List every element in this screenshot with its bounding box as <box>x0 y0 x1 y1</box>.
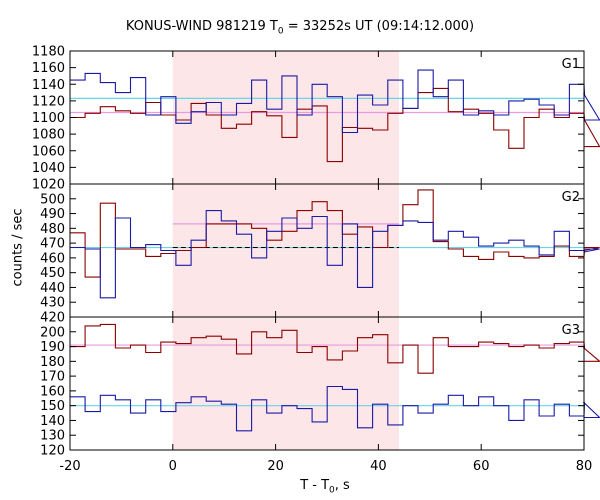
panel-label-G1: G1 <box>562 57 580 72</box>
y-tick-label-G1-1020: 1020 <box>32 178 65 193</box>
y-tick-label-G2-480: 480 <box>40 222 65 237</box>
x-tick-label-0: 0 <box>169 459 177 474</box>
y-tick-label-G1-1160: 1160 <box>32 61 65 76</box>
y-axis-label: counts / sec <box>10 208 26 287</box>
panel-label-G2: G2 <box>562 190 580 205</box>
y-tick-label-G3-150: 150 <box>40 399 65 414</box>
x-tick-label--20: -20 <box>59 459 80 474</box>
series-blue-G2 <box>70 210 600 299</box>
shaded-interval-G1 <box>172 51 399 184</box>
series-red-G3 <box>70 323 600 374</box>
y-tick-label-G3-180: 180 <box>40 355 65 370</box>
y-tick-label-G2-470: 470 <box>40 237 65 252</box>
chart-title: KONUS-WIND 981219 T0 = 33252s UT (09:14:… <box>125 19 475 37</box>
y-tick-label-G2-500: 500 <box>40 192 65 207</box>
y-tick-label-G2-450: 450 <box>40 266 65 281</box>
y-tick-label-G3-140: 140 <box>40 414 65 429</box>
shaded-interval-G2 <box>172 184 399 317</box>
y-tick-label-G1-1100: 1100 <box>32 111 65 126</box>
x-tick-label-20: 20 <box>267 459 284 474</box>
y-tick-label-G3-190: 190 <box>40 340 65 355</box>
y-tick-label-G3-130: 130 <box>40 429 65 444</box>
panel-label-G3: G3 <box>562 323 580 338</box>
y-tick-label-G3-160: 160 <box>40 384 65 399</box>
x-tick-label-80: 80 <box>576 459 593 474</box>
y-tick-label-G2-430: 430 <box>40 296 65 311</box>
y-tick-label-G1-1080: 1080 <box>32 128 65 143</box>
y-tick-label-G1-1140: 1140 <box>32 78 65 93</box>
y-tick-label-G2-440: 440 <box>40 281 65 296</box>
y-tick-label-G3-200: 200 <box>40 325 65 340</box>
y-tick-label-G3-120: 120 <box>40 444 65 459</box>
y-tick-label-G1-1120: 1120 <box>32 94 65 109</box>
series-blue-G3 <box>70 385 600 432</box>
y-tick-label-G1-1180: 1180 <box>32 45 65 60</box>
y-tick-label-G2-460: 460 <box>40 251 65 266</box>
x-tick-label-60: 60 <box>473 459 490 474</box>
y-tick-label-G1-1040: 1040 <box>32 161 65 176</box>
y-tick-label-G2-420: 420 <box>40 311 65 326</box>
x-tick-label-40: 40 <box>370 459 387 474</box>
y-tick-label-G1-1060: 1060 <box>32 144 65 159</box>
y-tick-label-G3-170: 170 <box>40 370 65 385</box>
panel-frame-G3 <box>69 316 585 451</box>
x-axis-label: T - T0, s <box>300 478 350 496</box>
y-tick-label-G2-490: 490 <box>40 207 65 222</box>
series-blue-G1 <box>70 69 600 134</box>
